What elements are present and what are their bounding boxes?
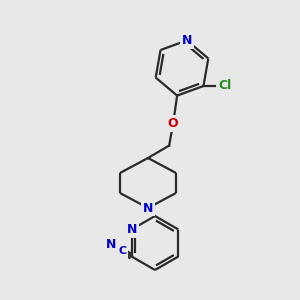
Text: N: N bbox=[182, 34, 192, 47]
Text: N: N bbox=[143, 202, 153, 214]
Text: O: O bbox=[168, 117, 178, 130]
Text: Cl: Cl bbox=[219, 80, 232, 92]
Text: C: C bbox=[118, 246, 126, 256]
Text: N: N bbox=[106, 238, 116, 251]
Text: N: N bbox=[126, 223, 137, 236]
